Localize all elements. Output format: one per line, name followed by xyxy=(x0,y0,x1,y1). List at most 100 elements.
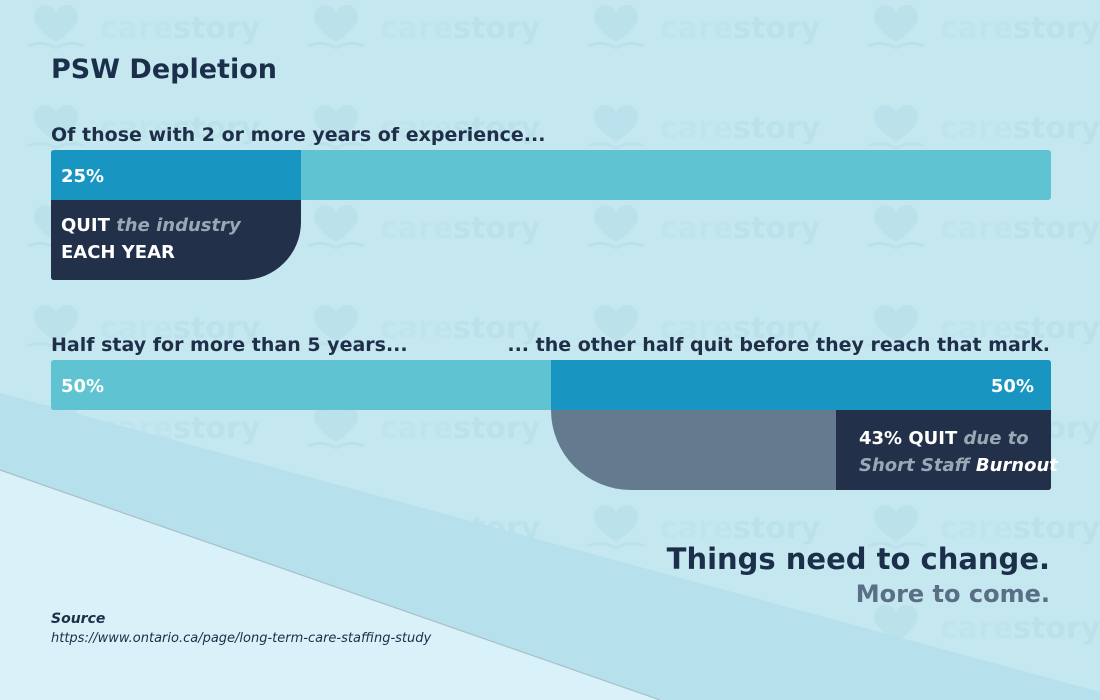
watermark-heart-icon xyxy=(314,204,358,242)
watermark-book-icon xyxy=(27,141,85,150)
watermark-book-icon xyxy=(307,341,365,350)
watermark-book-icon xyxy=(27,41,85,50)
watermark-heart-icon xyxy=(314,4,358,43)
watermark-heart-icon xyxy=(594,504,638,542)
chart2-label-left: Half stay for more than 5 years... xyxy=(51,334,408,356)
watermark-text: carestory xyxy=(100,11,261,46)
watermark-book-icon xyxy=(867,241,925,250)
chart2-segment-1-label: 50% xyxy=(61,376,105,397)
watermark-tile: carestory xyxy=(867,204,1100,250)
watermark-text: carestory xyxy=(380,411,541,446)
watermark-book-icon xyxy=(867,341,925,350)
watermark-tile: carestory xyxy=(27,104,261,150)
chart1-callout-text: QUIT the industry EACH YEAR xyxy=(61,212,241,266)
chart1-label: Of those with 2 or more years of experie… xyxy=(51,124,546,146)
watermark-heart-icon xyxy=(874,104,918,142)
watermark-tile: carestory xyxy=(27,304,261,350)
watermark-text: carestory xyxy=(380,311,541,346)
watermark-heart-icon xyxy=(594,104,638,142)
watermark-text: carestory xyxy=(660,211,821,246)
chart1-segment-1-label: 25% xyxy=(61,166,105,187)
watermark-book-icon xyxy=(587,141,645,150)
watermark-text: carestory xyxy=(380,11,541,46)
watermark-tile: carestory xyxy=(867,504,1100,550)
watermark-book-icon xyxy=(307,441,365,450)
callout2-line2-soft: Short Staff xyxy=(859,455,970,476)
watermark-heart-icon xyxy=(874,4,918,43)
watermark-heart-icon xyxy=(34,104,78,142)
watermark-book-icon xyxy=(587,241,645,250)
watermark-text: carestory xyxy=(100,111,261,146)
watermark-heart-icon xyxy=(594,304,638,342)
slogan-line-2: More to come. xyxy=(855,580,1050,608)
watermark-text: carestory xyxy=(660,11,821,46)
chart2-callout-text: 43% QUIT due to Short Staff Burnout xyxy=(859,425,1058,479)
slogan-line-1: Things need to change. xyxy=(666,542,1050,576)
watermark-tile: carestory xyxy=(307,204,541,250)
chart1-bar-chart xyxy=(51,150,1051,280)
chart2-label-right: ... the other half quit before they reac… xyxy=(507,334,1050,356)
watermark-heart-icon xyxy=(874,204,918,242)
watermark-tile: carestory xyxy=(27,4,261,50)
callout1-line2: EACH YEAR xyxy=(61,242,175,263)
watermark-heart-icon xyxy=(874,504,918,542)
watermark-tile: carestory xyxy=(587,204,821,250)
watermark-text: carestory xyxy=(660,111,821,146)
diagonal-band xyxy=(0,393,1100,700)
watermark-text: carestory xyxy=(940,311,1100,346)
callout1-soft: the industry xyxy=(116,215,241,236)
watermark-book-icon xyxy=(307,241,365,250)
watermark-book-icon xyxy=(587,341,645,350)
watermark-text: carestory xyxy=(660,511,821,546)
watermark-book-icon xyxy=(587,541,645,550)
watermark-text: carestory xyxy=(380,211,541,246)
chart2-segment-1-bar xyxy=(51,360,551,410)
watermark-tile: carestory xyxy=(867,304,1100,350)
chart2-callout-area xyxy=(551,410,836,490)
watermark-tile: carestory xyxy=(307,404,541,450)
callout2-soft: due to xyxy=(963,428,1029,449)
watermark-tile: carestory xyxy=(587,4,821,50)
page-title: PSW Depletion xyxy=(51,54,277,85)
chart2-bar-chart xyxy=(51,360,1051,490)
watermark-tile: carestory xyxy=(587,504,821,550)
watermark-tile: carestory xyxy=(587,104,821,150)
watermark-text: carestory xyxy=(940,111,1100,146)
watermark-book-icon xyxy=(587,41,645,50)
chart2-callout-box xyxy=(836,410,1051,490)
watermark-tile: carestory xyxy=(587,304,821,350)
diagonal-line xyxy=(0,469,661,700)
watermark-book-icon xyxy=(307,141,365,150)
watermark-book-icon xyxy=(867,41,925,50)
watermark-heart-icon xyxy=(314,404,358,442)
watermark-tile: carestory xyxy=(867,104,1100,150)
watermark-text: carestory xyxy=(380,111,541,146)
source-heading: Source xyxy=(51,611,106,627)
watermark-book-icon xyxy=(27,341,85,350)
watermark-tile: carestory xyxy=(307,304,541,350)
chart1-callout-box xyxy=(51,200,301,280)
watermark-tile: carestory xyxy=(307,4,541,50)
chart2-segment-2-label: 50% xyxy=(990,376,1034,397)
source-url: https://www.ontario.ca/page/long-term-ca… xyxy=(51,631,432,646)
callout2-strong: 43% QUIT xyxy=(859,428,958,449)
watermark-text: carestory xyxy=(940,611,1100,646)
watermark-text: carestory xyxy=(660,311,821,346)
callout2-line2-emph: Burnout xyxy=(975,455,1058,476)
watermark-text: carestory xyxy=(100,311,261,346)
chart2-segment-2-bar xyxy=(551,360,1051,410)
watermark-text: carestory xyxy=(940,211,1100,246)
watermark-tile: carestory xyxy=(867,4,1100,50)
watermark-text: carestory xyxy=(940,11,1100,46)
watermark-heart-icon xyxy=(594,204,638,242)
watermark-heart-icon xyxy=(314,304,358,342)
watermark-heart-icon xyxy=(34,304,78,342)
callout1-strong: QUIT xyxy=(61,215,110,236)
watermark-tile: carestory xyxy=(307,104,541,150)
watermark-book-icon xyxy=(867,141,925,150)
watermark-tile: carestory xyxy=(867,604,1100,650)
watermark-book-icon xyxy=(867,541,925,550)
watermark-heart-icon xyxy=(874,604,918,642)
